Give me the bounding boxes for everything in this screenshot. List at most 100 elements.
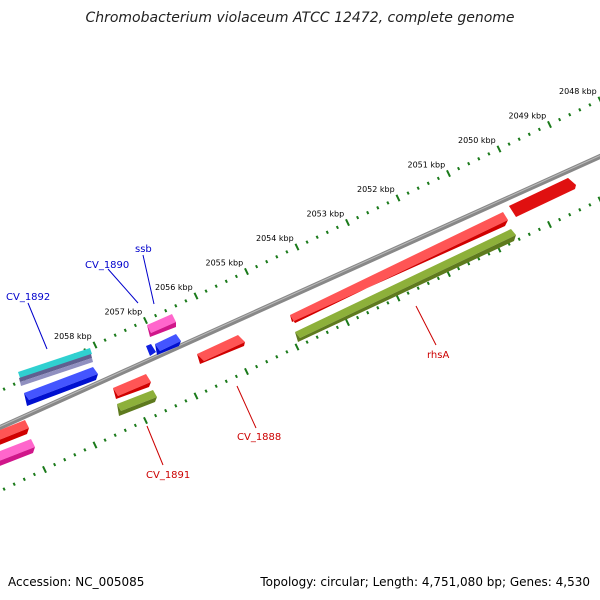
minor-tick bbox=[477, 257, 481, 261]
gene-arrow-ssb-magenta bbox=[147, 314, 176, 337]
minor-tick bbox=[174, 404, 178, 408]
major-tick bbox=[294, 243, 300, 251]
minor-tick bbox=[164, 308, 168, 313]
minor-tick bbox=[63, 457, 67, 462]
major-tick bbox=[244, 367, 249, 376]
minor-tick bbox=[537, 127, 541, 132]
scale-label: 2050 kbp bbox=[458, 136, 496, 145]
minor-tick bbox=[558, 217, 562, 222]
minor-tick bbox=[507, 142, 511, 146]
minor-tick bbox=[184, 299, 188, 303]
minor-tick bbox=[325, 230, 329, 235]
major-tick bbox=[42, 465, 47, 474]
minor-tick bbox=[457, 166, 461, 171]
minor-tick bbox=[103, 438, 107, 442]
major-tick bbox=[244, 267, 249, 276]
major-tick bbox=[345, 218, 350, 227]
accession-text: Accession: NC_005085 bbox=[8, 575, 145, 589]
genome-backbone bbox=[0, 153, 600, 431]
gene-arrow-olive-long bbox=[295, 229, 516, 342]
scale-label: 2057 kbp bbox=[105, 308, 143, 317]
minor-tick bbox=[234, 274, 238, 279]
minor-tick bbox=[527, 232, 531, 237]
minor-tick bbox=[315, 335, 319, 339]
major-tick bbox=[395, 194, 401, 202]
minor-tick bbox=[184, 399, 188, 403]
gene-arrow-CV_1891-olive bbox=[117, 390, 157, 416]
minor-tick bbox=[578, 208, 582, 212]
major-tick bbox=[547, 120, 552, 129]
map-title: Chromobacterium violaceum ATCC 12472, co… bbox=[85, 10, 515, 26]
scale-labels: 2048 kbp 2049 kbp 2050 kbp 2051 kbp 2052 kbp… bbox=[54, 87, 597, 341]
minor-tick bbox=[426, 181, 430, 186]
gene-arrow-top-right bbox=[509, 178, 576, 217]
scale-label: 2049 kbp bbox=[509, 112, 547, 121]
minor-tick bbox=[517, 137, 521, 141]
minor-tick bbox=[467, 161, 471, 166]
minor-tick bbox=[356, 215, 360, 220]
major-tick bbox=[193, 392, 199, 400]
leader-CV_1888 bbox=[236, 385, 257, 429]
major-tick bbox=[395, 294, 401, 302]
gene-arrow-CV_1891-red bbox=[113, 374, 151, 399]
genome-backbone-highlight bbox=[0, 154, 600, 428]
minor-tick bbox=[275, 355, 279, 359]
major-tick bbox=[597, 96, 600, 103]
minor-tick bbox=[214, 284, 218, 288]
major-tick bbox=[193, 292, 199, 300]
minor-tick bbox=[113, 333, 117, 337]
minor-tick bbox=[416, 286, 420, 290]
minor-tick bbox=[335, 225, 339, 230]
major-tick bbox=[547, 220, 552, 229]
minor-tick bbox=[426, 281, 430, 286]
scale-label: 2058 kbp bbox=[54, 332, 92, 341]
minor-tick bbox=[305, 240, 309, 244]
label-rhsA[interactable]: rhsA bbox=[427, 350, 449, 361]
minor-tick bbox=[123, 428, 127, 433]
minor-tick bbox=[315, 235, 319, 239]
minor-tick bbox=[154, 413, 158, 418]
minor-tick bbox=[406, 191, 410, 195]
leader-ssb bbox=[142, 254, 155, 305]
label-CV_1891[interactable]: CV_1891 bbox=[146, 470, 190, 481]
label-CV_1888[interactable]: CV_1888 bbox=[237, 432, 281, 443]
scale-label: 2052 kbp bbox=[357, 185, 395, 194]
label-CV_1890[interactable]: CV_1890 bbox=[85, 260, 129, 271]
scale-label: 2048 kbp bbox=[559, 87, 597, 96]
scale-label: 2051 kbp bbox=[408, 161, 446, 170]
gene-arrow-left-magenta bbox=[0, 439, 35, 466]
scale-label: 2055 kbp bbox=[206, 259, 244, 268]
minor-tick bbox=[255, 364, 259, 369]
minor-tick bbox=[487, 252, 491, 256]
gene-arrow-left-red bbox=[0, 420, 29, 445]
minor-tick bbox=[588, 203, 592, 207]
outer-tick-ring bbox=[2, 96, 600, 391]
gene-arrow-CV_1892-stack bbox=[18, 348, 93, 386]
major-tick bbox=[597, 196, 600, 203]
minor-tick bbox=[436, 276, 440, 281]
minor-tick bbox=[285, 350, 289, 354]
leader-CV_1890 bbox=[107, 268, 139, 304]
topology-stats-text: Topology: circular; Length: 4,751,080 bp… bbox=[260, 575, 590, 589]
minor-tick bbox=[416, 186, 420, 190]
minor-tick bbox=[255, 264, 259, 269]
minor-tick bbox=[568, 112, 572, 117]
label-CV_1892[interactable]: CV_1892 bbox=[6, 292, 50, 303]
minor-tick bbox=[558, 117, 562, 122]
scale-label: 2056 kbp bbox=[155, 283, 193, 292]
minor-tick bbox=[123, 328, 127, 333]
scale-label: 2053 kbp bbox=[307, 210, 345, 219]
minor-tick bbox=[305, 340, 309, 344]
minor-tick bbox=[164, 408, 168, 413]
minor-tick bbox=[285, 250, 289, 254]
major-tick bbox=[446, 169, 451, 178]
minor-tick bbox=[113, 433, 117, 437]
minor-tick bbox=[366, 210, 370, 215]
leader-CV_1892 bbox=[27, 302, 48, 350]
minor-tick bbox=[325, 330, 329, 335]
minor-tick bbox=[386, 201, 390, 205]
minor-tick bbox=[234, 374, 238, 379]
label-ssb[interactable]: ssb bbox=[135, 244, 152, 255]
minor-tick bbox=[487, 152, 491, 156]
major-tick bbox=[92, 341, 98, 349]
